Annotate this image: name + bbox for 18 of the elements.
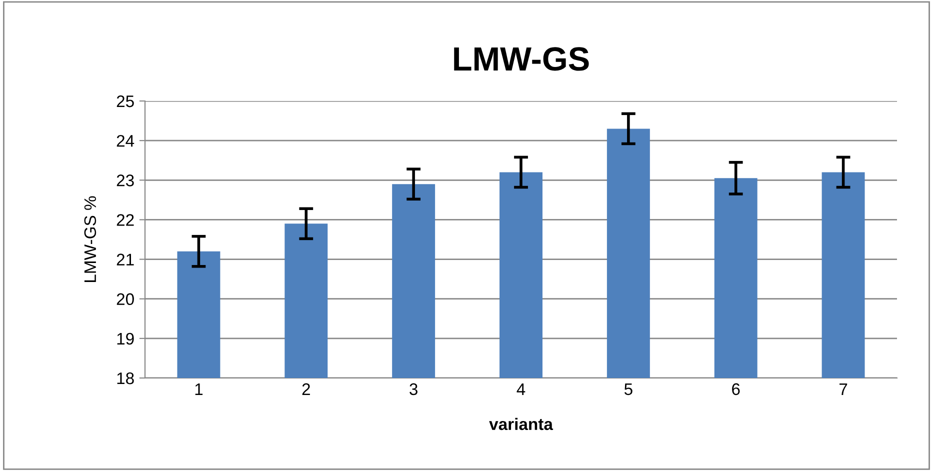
y-tick-label: 22 [116,214,134,226]
y-tick-label: 18 [117,372,134,384]
x-tick-label: 2 [302,383,310,395]
y-tick-label: 24 [116,134,134,147]
y-tick-label: 25 [116,95,134,108]
chart-title: LMW-GS [454,47,589,71]
y-axis-title: LMW-GS % [84,196,96,282]
x-tick-label: 4 [516,383,526,395]
x-axis-title: varianta [489,418,554,430]
x-tick-label: 7 [840,383,848,395]
x-tick-label: 3 [410,383,418,396]
y-tick-label: 20 [116,293,134,306]
x-tick-label: 5 [624,383,632,396]
x-tick-label: 1 [195,383,203,395]
y-tick-label: 19 [117,332,134,345]
x-tick-label: 6 [732,383,740,396]
y-tick-label: 23 [116,174,134,186]
y-tick-label: 21 [116,254,134,266]
